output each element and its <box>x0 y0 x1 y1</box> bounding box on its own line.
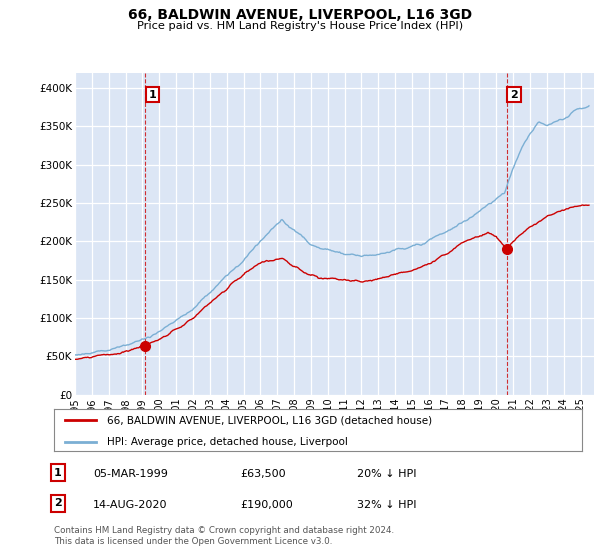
Text: 1: 1 <box>149 90 157 100</box>
Text: 2: 2 <box>54 498 62 508</box>
Text: 32% ↓ HPI: 32% ↓ HPI <box>357 500 416 510</box>
Text: Contains HM Land Registry data © Crown copyright and database right 2024.
This d: Contains HM Land Registry data © Crown c… <box>54 526 394 546</box>
Text: £63,500: £63,500 <box>240 469 286 479</box>
Text: £190,000: £190,000 <box>240 500 293 510</box>
Text: 05-MAR-1999: 05-MAR-1999 <box>93 469 168 479</box>
Text: 1: 1 <box>54 468 62 478</box>
Text: 14-AUG-2020: 14-AUG-2020 <box>93 500 167 510</box>
Text: HPI: Average price, detached house, Liverpool: HPI: Average price, detached house, Live… <box>107 437 347 446</box>
Text: 20% ↓ HPI: 20% ↓ HPI <box>357 469 416 479</box>
Text: Price paid vs. HM Land Registry's House Price Index (HPI): Price paid vs. HM Land Registry's House … <box>137 21 463 31</box>
Text: 2: 2 <box>510 90 518 100</box>
Text: 66, BALDWIN AVENUE, LIVERPOOL, L16 3GD: 66, BALDWIN AVENUE, LIVERPOOL, L16 3GD <box>128 8 472 22</box>
Text: 66, BALDWIN AVENUE, LIVERPOOL, L16 3GD (detached house): 66, BALDWIN AVENUE, LIVERPOOL, L16 3GD (… <box>107 415 432 425</box>
